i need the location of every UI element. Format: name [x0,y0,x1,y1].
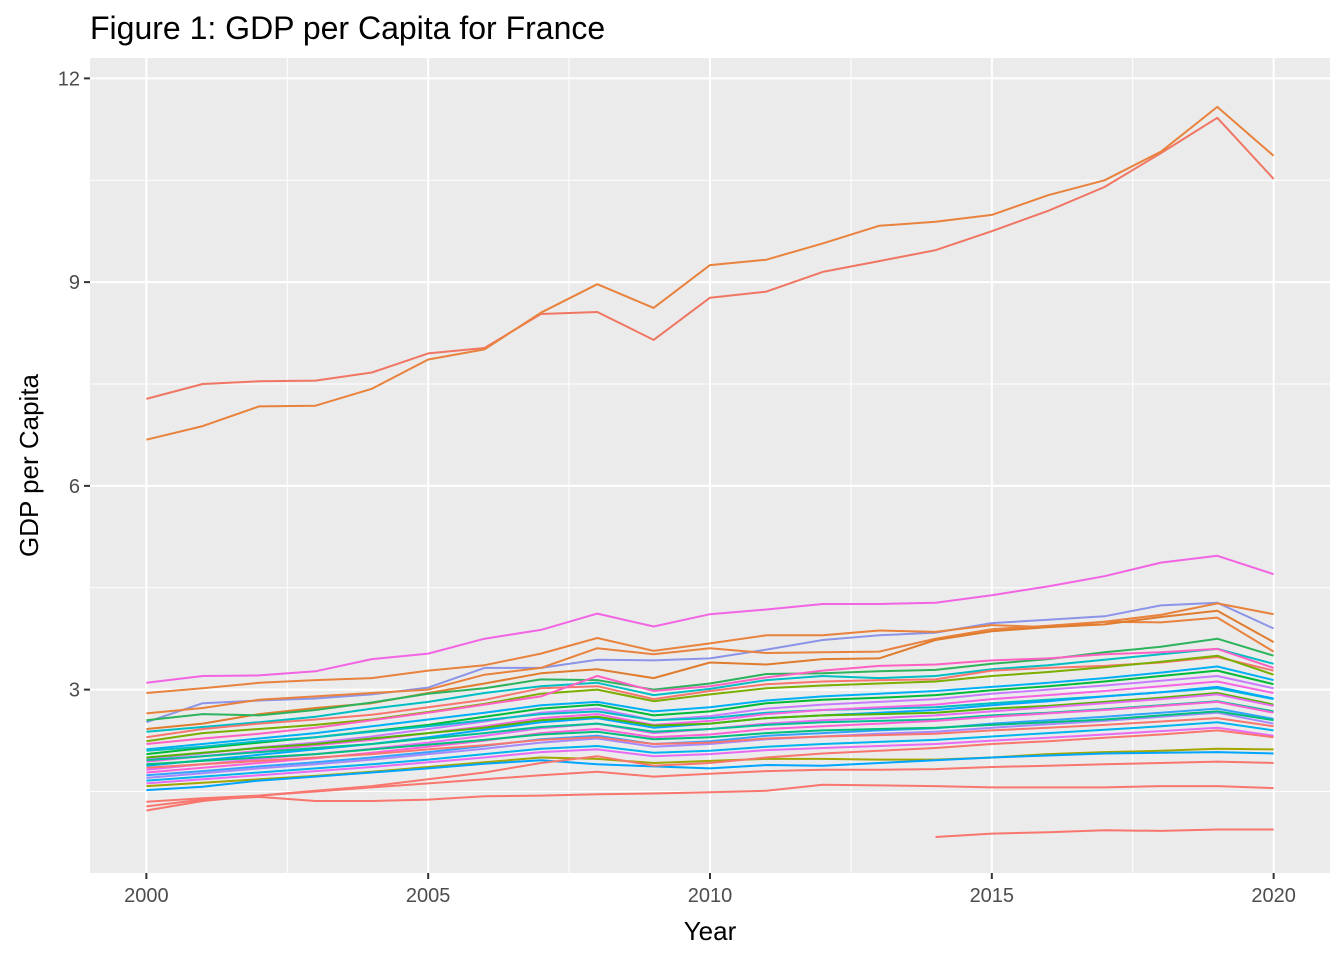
series-line-11 [146,654,1274,743]
series-line-1 [146,116,1275,400]
series-line-26 [146,717,1274,769]
series-line-32 [146,783,1274,808]
series-line-30 [146,751,1274,792]
y-axis-title: GDP per Capita [14,373,44,557]
tick-labels: 2000 2005 2010 2015 2020 3 6 9 12 [58,68,1296,907]
series-line-12 [146,647,1274,745]
series-line-34 [935,828,1274,838]
x-tick-label: 2015 [970,885,1015,907]
y-tick-label: 6 [69,476,80,498]
x-axis-title: Year [684,916,737,946]
chart-title: Figure 1: GDP per Capita for France [90,10,606,46]
axis-ticks [84,77,1275,879]
series-line-2 [146,105,1275,441]
x-tick-label: 2005 [406,885,451,907]
y-tick-label: 3 [69,680,80,702]
series-line-3 [146,554,1274,684]
y-tick-label: 12 [58,68,80,90]
series-lines [146,105,1275,838]
series-line-9 [146,647,1274,733]
y-tick-label: 9 [69,272,80,294]
series-line-19 [146,692,1274,759]
series-line-23 [146,707,1274,777]
series-line-8 [146,637,1274,722]
series-line-17 [146,680,1274,763]
major-gridlines [90,58,1330,873]
series-line-6 [146,616,1275,694]
x-tick-label: 2020 [1251,885,1296,907]
series-line-10 [146,656,1274,739]
series-line-33 [146,729,1274,812]
series-line-24 [146,711,1274,779]
x-tick-label: 2000 [124,885,169,907]
series-line-4 [146,601,1275,724]
series-line-15 [146,675,1274,760]
series-line-25 [146,710,1274,766]
series-line-28 [146,726,1274,785]
series-line-27 [146,721,1274,782]
series-line-7 [146,609,1275,730]
x-tick-label: 2010 [688,885,733,907]
series-line-13 [146,665,1274,751]
